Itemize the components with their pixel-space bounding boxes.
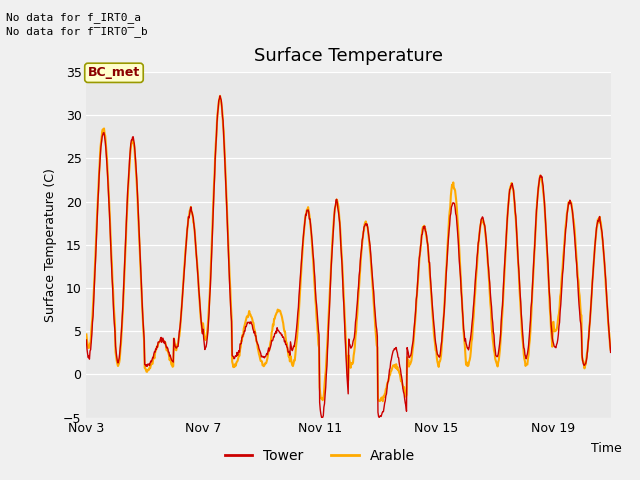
Title: Surface Temperature: Surface Temperature	[254, 47, 444, 65]
Tower	[607, 349, 614, 355]
Legend: Tower, Arable: Tower, Arable	[219, 443, 421, 468]
Arable	[216, 93, 224, 99]
Tower	[507, 183, 515, 189]
Arable	[507, 183, 515, 189]
Line: Tower: Tower	[86, 96, 611, 419]
Arable	[379, 398, 387, 404]
Text: No data for f̅IRT0̅_b: No data for f̅IRT0̅_b	[6, 26, 148, 37]
Arable	[607, 347, 614, 352]
Arable	[381, 391, 388, 397]
X-axis label: Time: Time	[591, 442, 621, 455]
Line: Arable: Arable	[86, 96, 611, 401]
Tower	[381, 400, 388, 406]
Y-axis label: Surface Temperature (C): Surface Temperature (C)	[45, 168, 58, 322]
Tower	[206, 294, 214, 300]
Text: BC_met: BC_met	[88, 66, 140, 79]
Arable	[302, 213, 310, 218]
Arable	[274, 307, 282, 312]
Arable	[83, 332, 90, 337]
Tower	[318, 416, 326, 422]
Tower	[302, 211, 310, 217]
Arable	[101, 133, 109, 139]
Text: No data for f_IRT0_a: No data for f_IRT0_a	[6, 12, 141, 23]
Tower	[274, 327, 282, 333]
Tower	[216, 93, 224, 99]
Tower	[101, 139, 109, 144]
Tower	[83, 337, 90, 343]
Arable	[206, 291, 214, 297]
